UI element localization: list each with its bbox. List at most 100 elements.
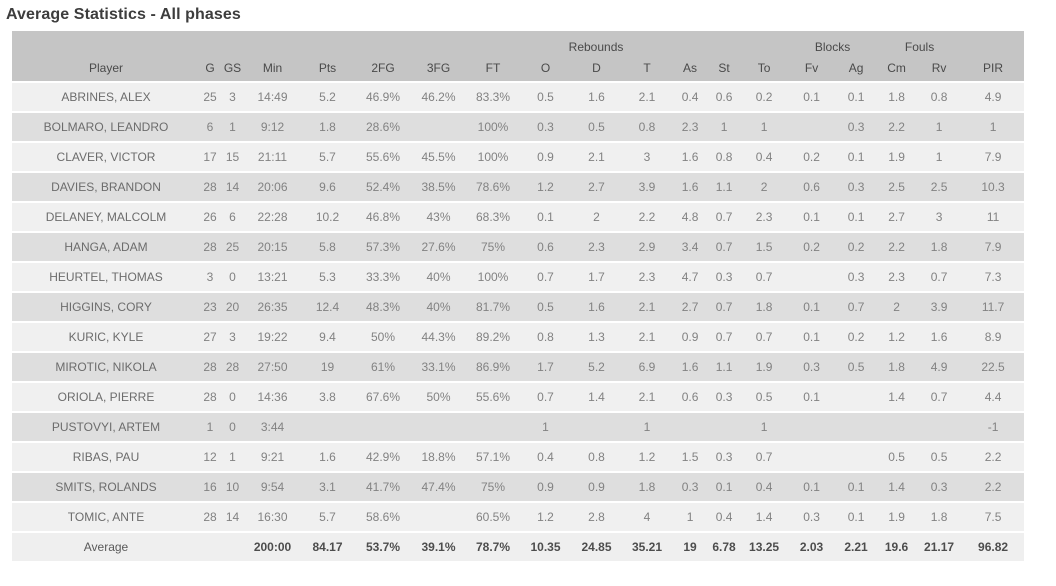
column-header-g: G — [200, 55, 220, 82]
stat-cell: 0 — [220, 381, 245, 412]
stat-cell: 57.1% — [466, 441, 520, 472]
stat-cell: 24.85 — [571, 531, 622, 561]
stat-cell: 2.2 — [877, 231, 917, 262]
column-header-to: To — [740, 55, 789, 82]
stat-cell: 2.7 — [877, 201, 917, 232]
stat-cell: 1 — [962, 111, 1025, 142]
stat-cell: 1.9 — [740, 351, 789, 382]
stat-cell: 100% — [466, 141, 520, 172]
stat-cell: 0.1 — [788, 201, 836, 232]
stat-cell: 4.9 — [916, 351, 963, 382]
stat-cell: 1.5 — [740, 231, 789, 262]
stat-cell: 1.3 — [571, 321, 622, 352]
stats-table: Rebounds Blocks Fouls Player G GS Min Pts 2FG 3F… — [12, 31, 1025, 561]
stat-cell: 2.2 — [622, 201, 673, 232]
stat-cell: 1 — [708, 111, 741, 142]
stat-cell: 1.4 — [877, 381, 917, 412]
stat-cell: 0.7 — [520, 261, 571, 292]
stat-cell: 0.1 — [835, 141, 878, 172]
stat-cell: 9.4 — [300, 321, 355, 352]
stat-cell — [877, 411, 917, 442]
stat-cell: 10.3 — [962, 171, 1025, 202]
stat-cell: 0.5 — [520, 81, 571, 112]
stat-cell: 0 — [220, 411, 245, 442]
stat-cell: 0.6 — [788, 171, 836, 202]
stat-cell: 44.3% — [411, 321, 466, 352]
stat-cell: 28 — [200, 351, 220, 382]
stat-cell: 2.2 — [962, 471, 1025, 502]
stat-cell: 27:50 — [245, 351, 300, 382]
stat-cell: 28 — [220, 351, 245, 382]
table-row: MIROTIC, NIKOLA 28 28 27:50 19 61% 33.1% 86.9% 1… — [12, 351, 1025, 382]
stat-cell: 1.2 — [520, 501, 571, 532]
stat-cell: 1 — [520, 411, 571, 442]
stat-cell: 0.7 — [708, 231, 741, 262]
player-name: HIGGINS, CORY — [12, 291, 200, 322]
stat-cell: 3 — [220, 81, 245, 112]
column-header-pts: Pts — [300, 55, 355, 82]
stat-cell: 86.9% — [466, 351, 520, 382]
stat-cell: 40% — [411, 291, 466, 322]
table-header: Rebounds Blocks Fouls Player G GS Min Pts 2FG 3F… — [12, 31, 1025, 82]
stat-cell: 0.2 — [835, 321, 878, 352]
column-header-row: Player G GS Min Pts 2FG 3FG FT O D T As St To Fv Ag Cm Rv… — [12, 55, 1025, 82]
table-row: ABRINES, ALEX 25 3 14:49 5.2 46.9% 46.2% 83.3% 0… — [12, 81, 1025, 112]
stat-cell: 17 — [200, 141, 220, 172]
column-header-gs: GS — [220, 55, 245, 82]
stat-cell: 12.4 — [300, 291, 355, 322]
stat-cell: 20 — [220, 291, 245, 322]
table-row: RIBAS, PAU 12 1 9:21 1.6 42.9% 18.8% 57.1% 0.4 0.… — [12, 441, 1025, 472]
table-row: PUSTOVYI, ARTEM 1 0 3:44 1 1 1 -1 — [12, 411, 1025, 442]
group-header-spacer — [12, 31, 520, 55]
stat-cell: 96.82 — [962, 531, 1025, 561]
stat-cell: -1 — [962, 411, 1025, 442]
stat-cell: 1.5 — [672, 441, 709, 472]
player-name: DELANEY, MALCOLM — [12, 201, 200, 232]
stat-cell: 0.8 — [520, 321, 571, 352]
stat-cell: 7.9 — [962, 231, 1025, 262]
stat-cell: 0.7 — [740, 261, 789, 292]
stat-cell: 89.2% — [466, 321, 520, 352]
stat-cell: 0.5 — [916, 441, 963, 472]
stat-cell: 6.9 — [622, 351, 673, 382]
stat-cell: 45.5% — [411, 141, 466, 172]
stat-cell: 0.2 — [835, 231, 878, 262]
group-header-rebounds: Rebounds — [520, 31, 673, 55]
stat-cell: 52.4% — [355, 171, 411, 202]
stat-cell: 41.7% — [355, 471, 411, 502]
stat-cell: 0.3 — [520, 111, 571, 142]
group-header-blocks: Blocks — [788, 31, 878, 55]
stat-cell: 0.5 — [835, 351, 878, 382]
stat-cell: 25 — [200, 81, 220, 112]
stat-cell: 2.2 — [962, 441, 1025, 472]
stat-cell: 0.3 — [708, 381, 741, 412]
stat-cell: 4.9 — [962, 81, 1025, 112]
stat-cell: 2.2 — [877, 111, 917, 142]
stat-cell: 14:49 — [245, 81, 300, 112]
stat-cell: 55.6% — [466, 381, 520, 412]
player-name: PUSTOVYI, ARTEM — [12, 411, 200, 442]
player-name: TOMIC, ANTE — [12, 501, 200, 532]
stat-cell: 0.8 — [571, 441, 622, 472]
stat-cell: 0.7 — [835, 291, 878, 322]
stat-cell: 53.7% — [355, 531, 411, 561]
page-title: Average Statistics - All phases — [6, 6, 241, 23]
stat-cell — [835, 411, 878, 442]
stat-cell — [788, 261, 836, 292]
stat-cell: 33.3% — [355, 261, 411, 292]
stat-cell: 1.6 — [672, 351, 709, 382]
stat-cell: 14 — [220, 171, 245, 202]
stat-cell: 0.6 — [672, 381, 709, 412]
stat-cell: 6.78 — [708, 531, 741, 561]
player-name: ORIOLA, PIERRE — [12, 381, 200, 412]
stat-cell: 11.7 — [962, 291, 1025, 322]
stat-cell: 1 — [672, 501, 709, 532]
stat-cell: 25 — [220, 231, 245, 262]
stat-cell — [788, 411, 836, 442]
stat-cell: 46.9% — [355, 81, 411, 112]
stat-cell: 0.1 — [835, 201, 878, 232]
stat-cell: 13:21 — [245, 261, 300, 292]
stat-cell: 12 — [200, 441, 220, 472]
stat-cell: 27.6% — [411, 231, 466, 262]
stat-cell: 4 — [622, 501, 673, 532]
